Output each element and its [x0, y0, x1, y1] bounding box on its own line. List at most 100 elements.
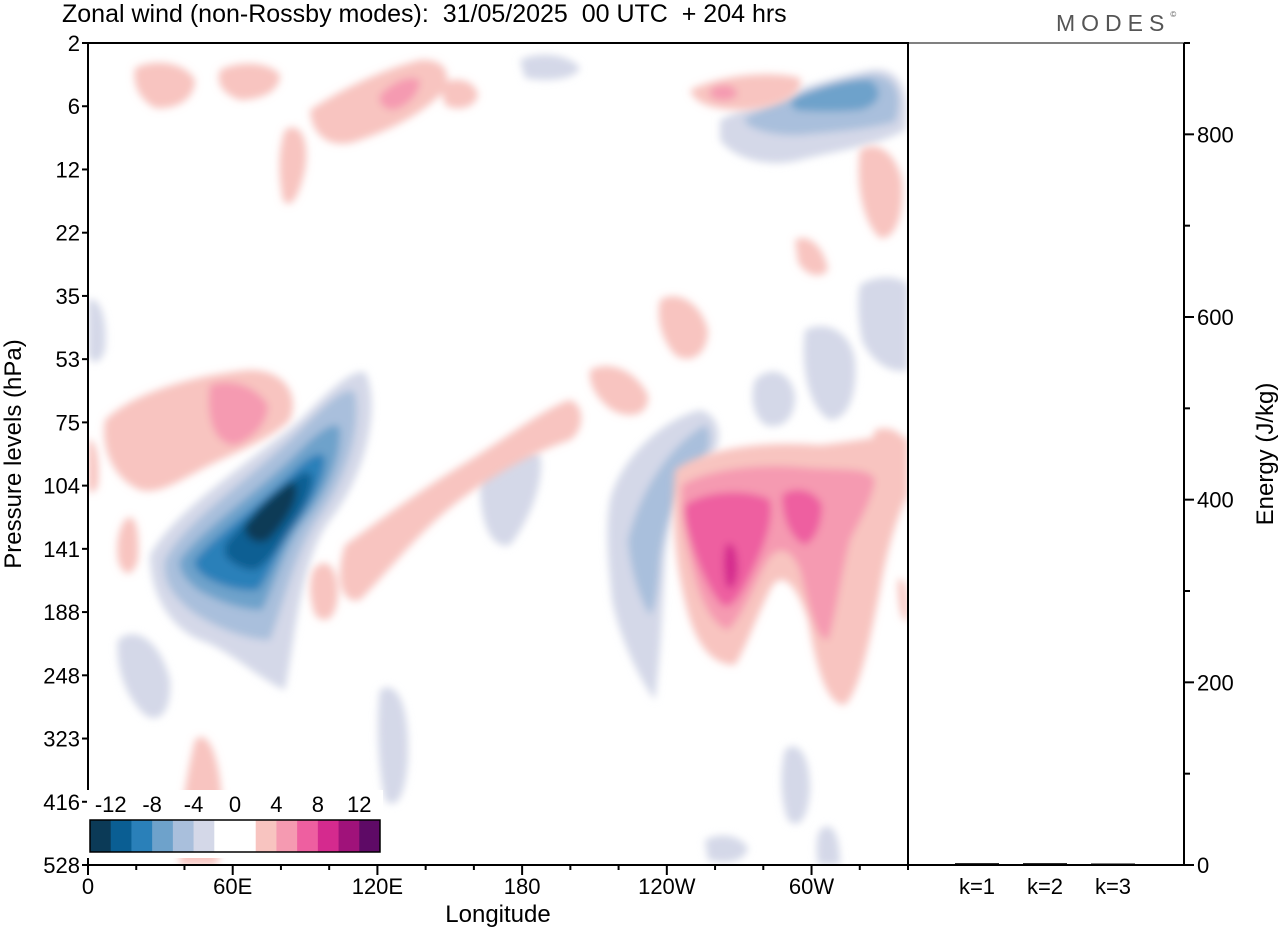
pos-region-12: [872, 428, 908, 466]
y-tick-label: 323: [43, 727, 80, 752]
energy-tick-label: 600: [1197, 305, 1234, 330]
colorbar-swatch: [317, 820, 340, 852]
logo-text: MODES: [1056, 10, 1171, 36]
energy-tick-label: 200: [1197, 670, 1234, 695]
colorbar-label: 8: [312, 792, 324, 817]
energy-bar: [1023, 863, 1067, 865]
colorbar-swatch: [235, 820, 257, 852]
energy-category-label: k=3: [1095, 874, 1131, 899]
energy-category-label: k=2: [1027, 874, 1063, 899]
energy-tick-label: 0: [1197, 853, 1209, 878]
pos-region-14: [117, 517, 139, 574]
y-tick-label: 75: [56, 410, 80, 435]
negative-contours: [88, 54, 908, 865]
energy-tick-label: 800: [1197, 122, 1234, 147]
energy-bar: [1091, 863, 1135, 865]
modes-logo: MODES©: [1056, 10, 1176, 37]
y-tick-label: 6: [68, 94, 80, 119]
neg-region-22: [705, 835, 748, 863]
neg-region-20: [88, 299, 106, 362]
x-tick-label: 120W: [638, 874, 696, 899]
energy-tick-label: 400: [1197, 488, 1234, 513]
y-tick-label: 104: [43, 474, 80, 499]
x-tick-label: 60E: [213, 874, 252, 899]
colorbar-label: -4: [184, 792, 204, 817]
logo-mark: ©: [1170, 10, 1177, 19]
colorbar: -12 -8 -4 0 4 8 12: [87, 790, 383, 858]
pressure-axis: 2 6 12 22 35 53 75 104 141 188 248 323 416 528: [43, 31, 88, 878]
colorbar-swatch: [255, 820, 277, 852]
energy-axis-title: Energy (J/kg): [1252, 383, 1279, 526]
y-tick-label: 248: [43, 663, 80, 688]
pos-region-5: [589, 366, 649, 415]
y-tick-label: 12: [56, 157, 80, 182]
y-tick-label: 528: [43, 853, 80, 878]
neg-region-18: [816, 826, 840, 865]
pos-region-11: [723, 543, 738, 589]
pos-region-17: [310, 59, 448, 144]
energy-axis: 0 200 400 600 800: [1184, 42, 1234, 878]
y-tick-label: 416: [43, 790, 80, 815]
colorbar-swatch: [152, 820, 174, 852]
y-tick-label: 188: [43, 600, 80, 625]
neg-region-7: [607, 410, 719, 700]
x-tick-label: 120E: [352, 874, 403, 899]
neg-region-21: [520, 54, 580, 80]
energy-bars: k=1 k=2 k=3: [955, 863, 1135, 899]
pos-region-23: [795, 238, 828, 276]
wind-field: [88, 54, 908, 865]
colorbar-label: 12: [347, 792, 371, 817]
neg-region-6: [245, 481, 297, 542]
pos-region-25: [279, 127, 307, 204]
pos-region-3: [340, 400, 582, 601]
colorbar-label: 4: [270, 792, 282, 817]
y-tick-label: 22: [56, 221, 80, 246]
colorbar-swatch: [110, 820, 132, 852]
colorbar-label: -12: [95, 792, 127, 817]
colorbar-swatch: [193, 820, 215, 852]
colorbar-swatch: [276, 820, 298, 852]
colorbar-swatch: [297, 820, 319, 852]
energy-category-label: k=1: [959, 874, 995, 899]
positive-contours: [88, 59, 908, 865]
chart-title: Zonal wind (non-Rossby modes): 31/05/202…: [62, 0, 787, 28]
pos-region-16: [218, 63, 280, 100]
y-tick-label: 53: [56, 347, 80, 372]
pos-region-2: [208, 382, 268, 445]
neg-region-16: [377, 687, 409, 804]
neg-region-19: [117, 634, 171, 719]
energy-bar: [955, 863, 999, 865]
pos-region-26: [898, 579, 908, 621]
x-axis-title: Longitude: [445, 901, 550, 928]
x-tick-label: 60W: [789, 874, 834, 899]
colorbar-swatch: [131, 820, 153, 852]
pos-region-15: [134, 62, 195, 109]
pos-region-19: [440, 79, 478, 109]
main-plot-frame: [87, 42, 909, 866]
colorbar-swatch: [90, 820, 112, 852]
y-tick-label: 35: [56, 284, 80, 309]
y-tick-label: 141: [43, 537, 80, 562]
x-tick-label: 0: [82, 874, 94, 899]
neg-region-12: [790, 79, 879, 112]
colorbar-swatch: [359, 820, 381, 852]
colorbar-frame: [89, 819, 381, 853]
y-tick-label: 2: [68, 31, 80, 56]
longitude-axis: 0 60E 120E 180 120W 60W: [82, 865, 909, 899]
neg-region-15: [752, 371, 796, 427]
pos-region-18: [379, 78, 420, 110]
colorbar-label: -8: [142, 792, 162, 817]
pos-region-4: [310, 563, 338, 620]
x-tick-label: 180: [504, 874, 541, 899]
pos-region-21: [710, 85, 738, 101]
y-axis-title: Pressure levels (hPa): [0, 339, 27, 568]
neg-region-17: [781, 746, 810, 824]
pos-region-6: [658, 296, 708, 359]
pos-region-24: [88, 439, 99, 493]
colorbar-swatch: [338, 820, 360, 852]
colorbar-swatch: [214, 820, 236, 852]
pos-region-22: [858, 146, 903, 239]
pos-region-10: [782, 489, 822, 545]
colorbar-label: 0: [229, 792, 241, 817]
